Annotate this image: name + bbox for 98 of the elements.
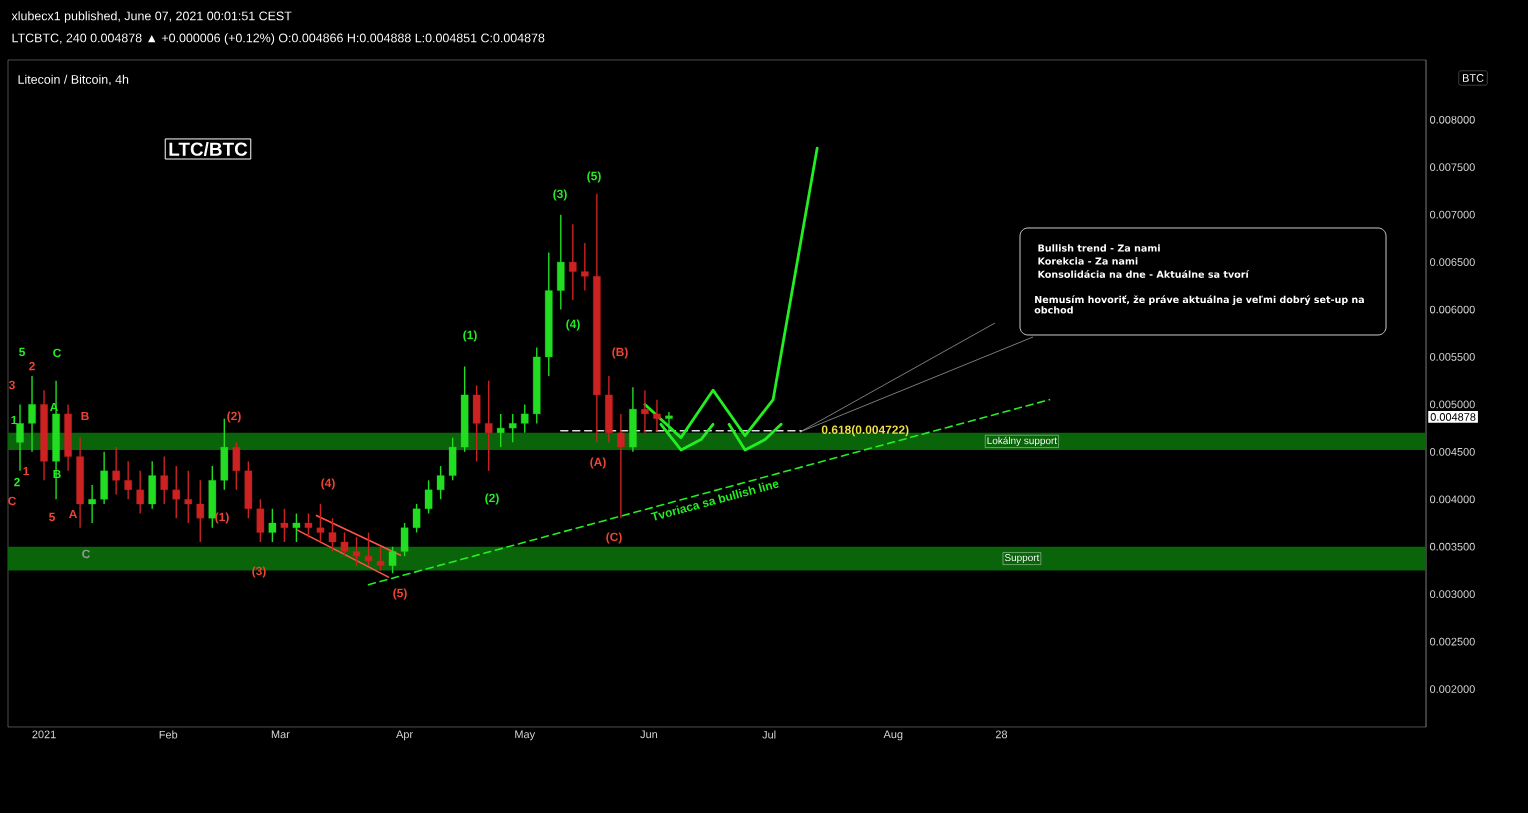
- annotation: 2: [14, 477, 20, 487]
- candlestick: [340, 531, 349, 557]
- x-tick-label: Jun: [640, 730, 658, 739]
- text: BTC: [1462, 74, 1484, 82]
- candlestick: [581, 242, 589, 292]
- candlestick: [617, 413, 625, 519]
- candlestick: [160, 455, 168, 505]
- candlestick: [184, 470, 193, 524]
- candlestick: [172, 465, 180, 519]
- x-tick-label: 28: [995, 730, 1008, 739]
- annotation: (1): [463, 330, 477, 342]
- y-tick-label: 0.006500: [1429, 258, 1475, 266]
- candlestick: [316, 503, 325, 543]
- annotation: (4): [321, 478, 335, 490]
- annotation: (2): [227, 411, 241, 423]
- annotation: Konsolidácia na dne - Aktuálne sa tvorí: [1038, 270, 1250, 278]
- annotation: Nemusím hovoriť, že práve aktuálna je veľmi dobrý set-up na obchod: [1034, 295, 1364, 314]
- candlestick: [400, 522, 409, 557]
- candlestick: [376, 546, 385, 572]
- y-tick-label: 0.004000: [1429, 495, 1475, 504]
- y-tick-label: 0.003000: [1429, 590, 1475, 599]
- x-tick-label: Mar: [271, 730, 290, 739]
- candlestick: [28, 375, 36, 453]
- candlestick: [484, 379, 493, 472]
- candlestick: [16, 403, 24, 472]
- y-tick-label: 0.003500: [1429, 542, 1475, 551]
- text: 0.004878: [1430, 413, 1476, 421]
- x-tick-label: 2021: [32, 730, 56, 739]
- text: LTCBTC, 240 0.004878 ▲ +0.000006 (+0.12%) O:0.004866 H:0.004888 L:0.004851 C:0.004878: [12, 33, 545, 45]
- candlestick: [424, 479, 433, 515]
- annotation: 0.618(0.004722): [821, 425, 909, 437]
- y-tick-label: 0.005500: [1429, 353, 1475, 361]
- annotation: (5): [587, 171, 601, 183]
- y-tick-label: 0.004500: [1429, 447, 1475, 456]
- candlestick: [196, 479, 205, 543]
- annotation: (2): [485, 493, 499, 505]
- x-tick-label: May: [515, 730, 536, 741]
- candlestick: [508, 413, 517, 444]
- candlestick: [388, 546, 397, 574]
- candlestick: [496, 413, 505, 448]
- x-tick-label: Apr: [396, 730, 413, 741]
- band-label: Lokálny support: [987, 436, 1057, 447]
- annotation: 3: [8, 380, 15, 390]
- annotation: A: [68, 509, 77, 519]
- candlestick: [268, 508, 277, 543]
- candlestick: [136, 470, 144, 515]
- y-tick-label: 0.002500: [1429, 637, 1475, 646]
- annotation: 1: [23, 466, 29, 476]
- annotation: (C): [606, 532, 622, 544]
- annotation: Korekcia - Za nami: [1038, 257, 1138, 265]
- x-tick-label: Feb: [159, 730, 178, 739]
- annotation: (5): [393, 588, 407, 600]
- x-tick-label: Aug: [883, 730, 903, 741]
- annotation: (A): [590, 457, 606, 469]
- annotation: 2: [29, 361, 35, 371]
- candlestick: [88, 484, 96, 524]
- candlestick: [232, 441, 241, 491]
- candlestick: [124, 460, 132, 500]
- annotation: Tvoriaca sa bullish line: [650, 481, 779, 521]
- annotation: LTC/BTC: [169, 141, 248, 157]
- y-tick-label: 0.006000: [1429, 305, 1475, 314]
- y-tick-label: 0.002000: [1429, 685, 1475, 693]
- annotation: B: [81, 411, 89, 421]
- candlestick: [641, 389, 649, 434]
- annotation: (B): [612, 347, 628, 359]
- candlestick: [569, 223, 577, 301]
- candlestick: [436, 465, 445, 500]
- candlestick: [412, 503, 421, 534]
- candlestick: [364, 531, 373, 567]
- candlestick: [653, 398, 661, 432]
- annotation: C: [8, 496, 16, 506]
- candlestick: [665, 411, 673, 434]
- y-tick-label: 0.007500: [1429, 163, 1475, 172]
- candlestick: [520, 403, 529, 434]
- x-tick-label: Jul: [762, 730, 776, 739]
- annotation: Bullish trend - Za nami: [1038, 244, 1160, 252]
- candlestick: [256, 498, 265, 543]
- candlestick: [280, 508, 289, 543]
- y-tick-label: 0.007000: [1429, 210, 1475, 219]
- y-tick-label: 0.008000: [1429, 115, 1475, 124]
- candlestick: [112, 446, 120, 496]
- band-label: Support: [1004, 554, 1040, 564]
- annotation: 5: [49, 512, 55, 522]
- y-tick-label: 0.005000: [1429, 400, 1475, 409]
- annotation: (4): [566, 319, 580, 331]
- annotation: 5: [19, 347, 25, 357]
- annotation: C: [82, 549, 90, 559]
- annotation: (3): [553, 189, 567, 201]
- candlestick: [304, 512, 313, 538]
- annotation: 1: [11, 415, 17, 425]
- candlestick: [328, 517, 337, 553]
- annotation: C: [53, 348, 61, 358]
- annotation: (1): [215, 512, 229, 524]
- annotation: (3): [252, 566, 266, 578]
- text: xlubecx1 published, June 07, 2021 00:01:51 CEST: [11, 11, 292, 23]
- candlestick: [352, 536, 361, 567]
- text: Litecoin / Bitcoin, 4h: [18, 74, 129, 86]
- candlestick: [292, 512, 301, 543]
